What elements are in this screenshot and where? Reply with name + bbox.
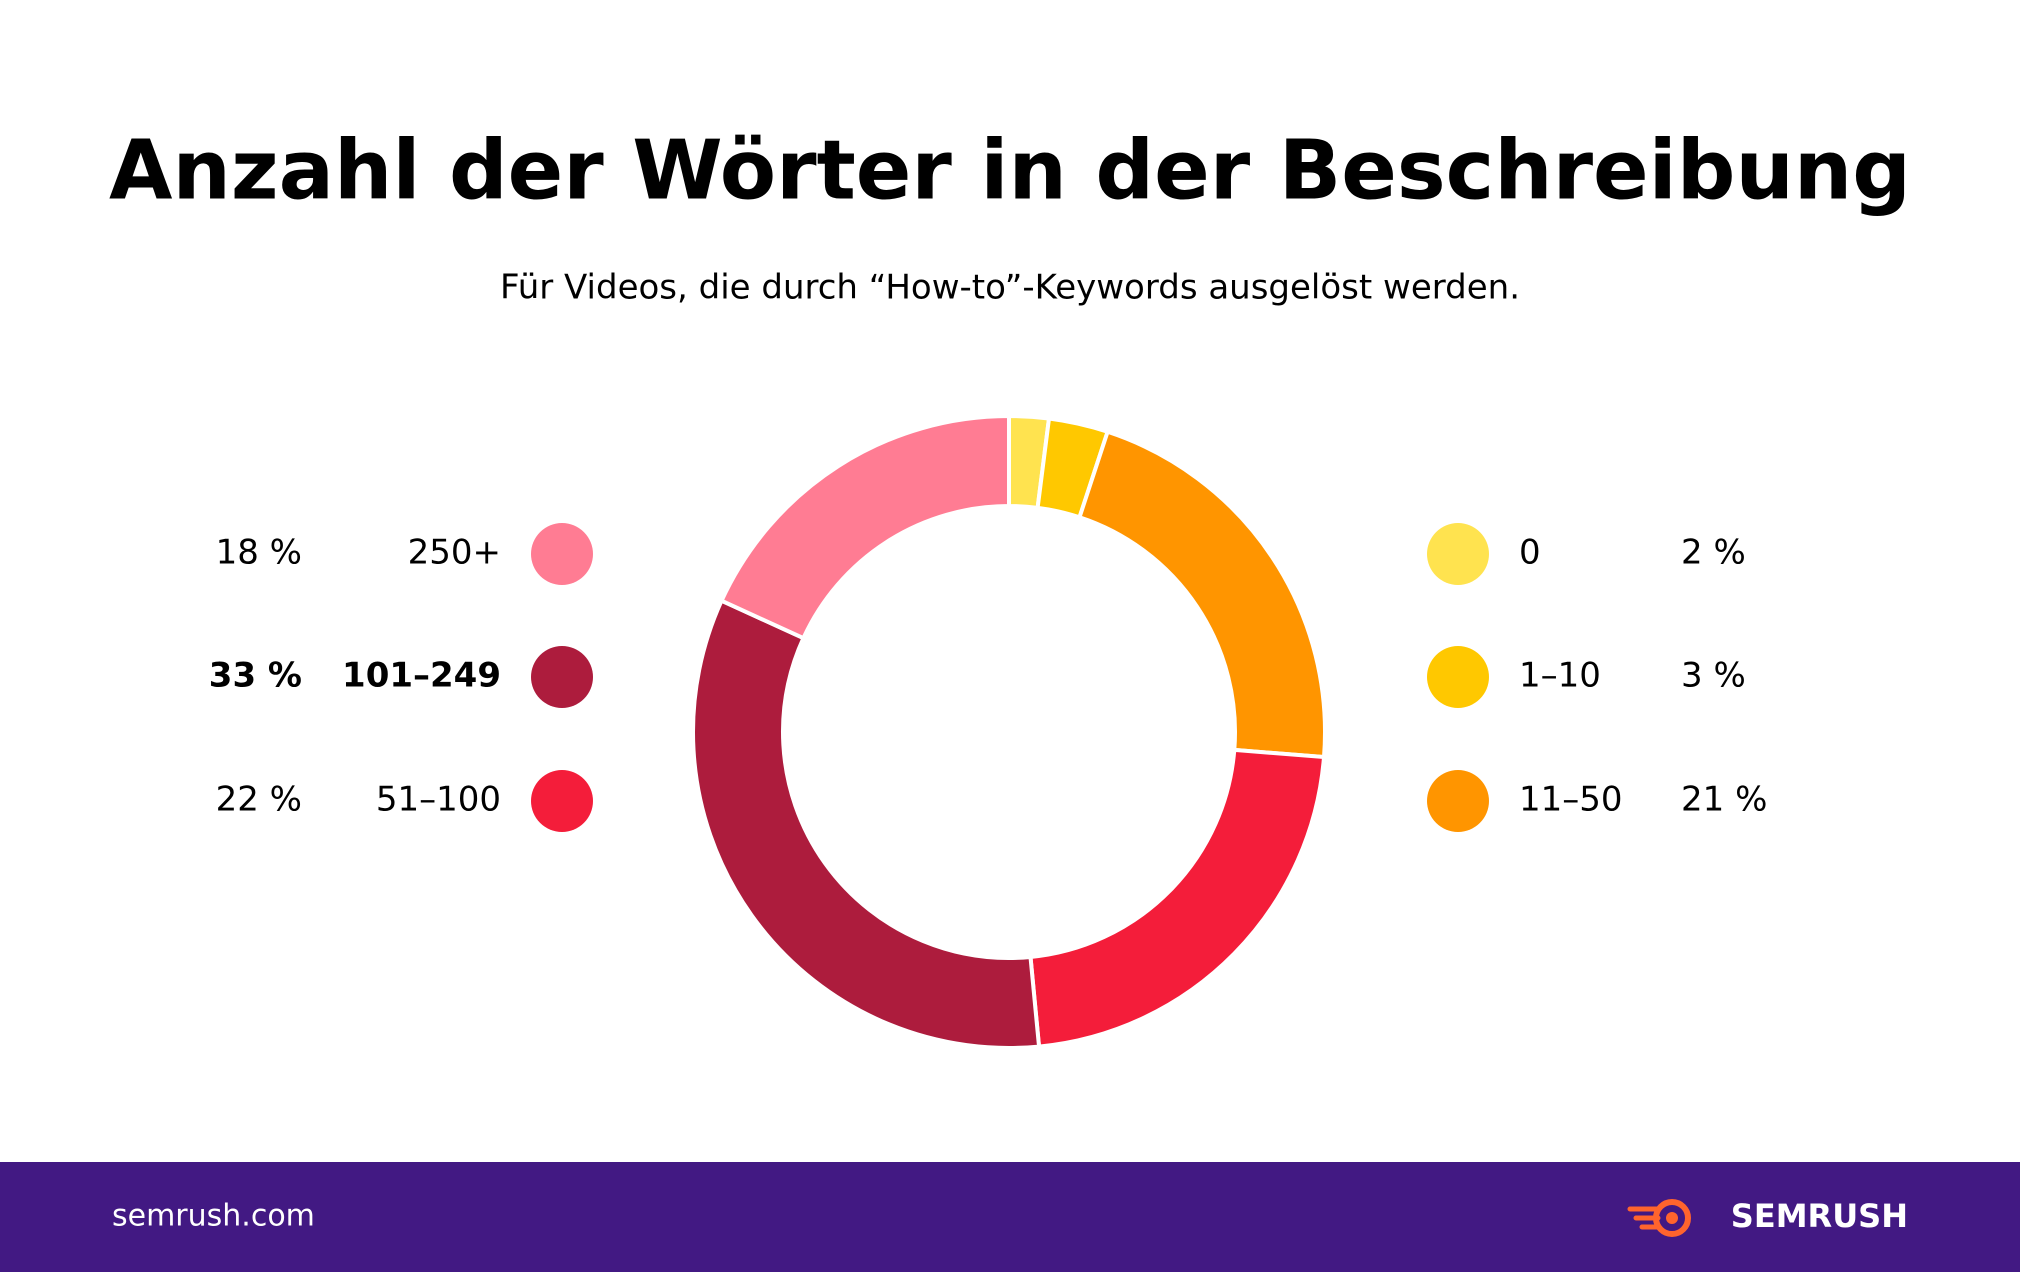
legend-swatch — [1427, 646, 1489, 708]
donut-slice — [691, 598, 1042, 1051]
legend-swatch — [531, 646, 593, 708]
chart-subtitle: Für Videos, die durch “How-to”-Keywords … — [500, 268, 1520, 308]
legend-swatch — [1427, 770, 1489, 832]
legend-label: 1–10 — [1519, 656, 1601, 696]
donut-slice — [1028, 747, 1327, 1049]
value-label: 22 % — [216, 780, 302, 820]
chart-title: Anzahl der Wörter in der Beschreibung — [109, 123, 1911, 218]
footer-band — [0, 1162, 2020, 1272]
value-label: 2 % — [1681, 533, 1746, 573]
legend-label: 101–249 — [342, 656, 501, 696]
footer-brand: SEMRUSH — [1731, 1197, 1908, 1235]
legend-label: 51–100 — [376, 780, 501, 820]
legend-label: 250+ — [408, 533, 501, 573]
donut — [691, 413, 1327, 1051]
legend-swatch — [1427, 523, 1489, 585]
value-label: 3 % — [1681, 656, 1746, 696]
donut-slice — [718, 413, 1011, 641]
donut-slice — [1076, 429, 1327, 760]
legend-swatch — [531, 523, 593, 585]
legend-label: 0 — [1519, 533, 1541, 573]
legend-label: 11–50 — [1519, 780, 1623, 820]
brand-logo — [1627, 1199, 1691, 1237]
footer-url: semrush.com — [112, 1199, 315, 1234]
value-label: 33 % — [209, 656, 302, 696]
legend: 0 2 % 1–10 3 % 11–50 21 % 51–100 22 % 101–249 33 … — [209, 523, 1767, 832]
value-label: 18 % — [216, 533, 302, 573]
value-label: 21 % — [1681, 780, 1767, 820]
legend-swatch — [531, 770, 593, 832]
